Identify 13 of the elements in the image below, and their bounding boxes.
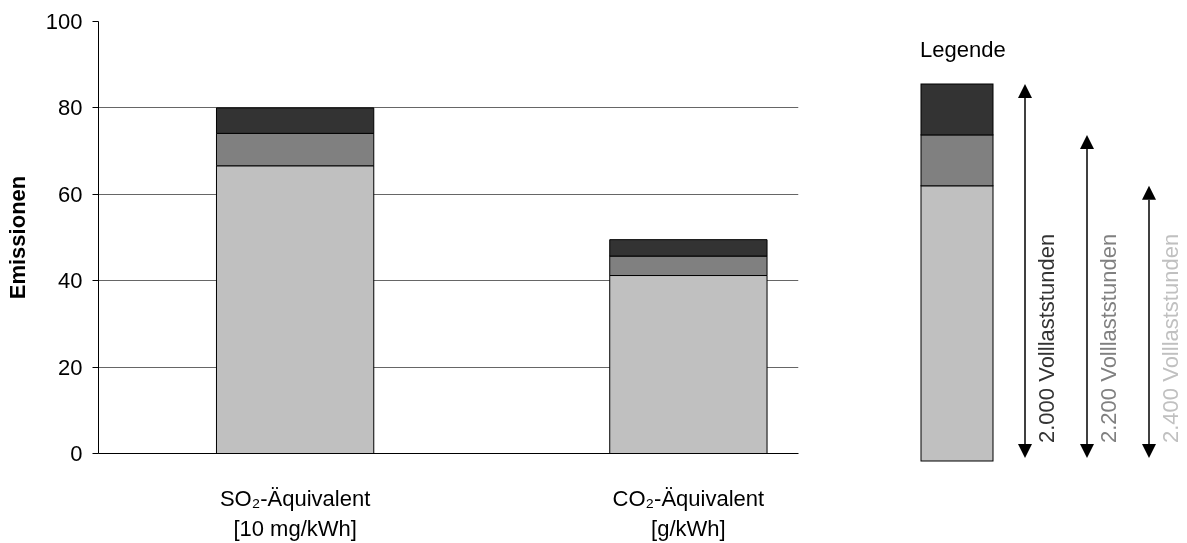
y-tick-label: 0 — [70, 441, 83, 466]
x-tick-label: SO₂-Äquivalent [10 mg/kWh] — [219, 485, 371, 541]
y-tick-label: 40 — [58, 268, 83, 294]
y-tick-label: 100 — [45, 9, 83, 34]
y-axis-title: Emissionen — [4, 175, 30, 300]
legend-title: Legende — [920, 36, 1006, 62]
y-tick-label: 20 — [58, 354, 83, 380]
y-tick-label: 80 — [58, 95, 83, 121]
legend-label: 2.000 Volllaststunden — [1033, 233, 1059, 443]
y-tick-label: 60 — [58, 181, 83, 207]
legend-label: 2.400 Volllaststunden — [1157, 233, 1183, 443]
legend-label: 2.200 Volllaststunden — [1095, 233, 1121, 443]
x-tick-label: CO₂-Äquivalent [g/kWh] — [612, 485, 765, 541]
